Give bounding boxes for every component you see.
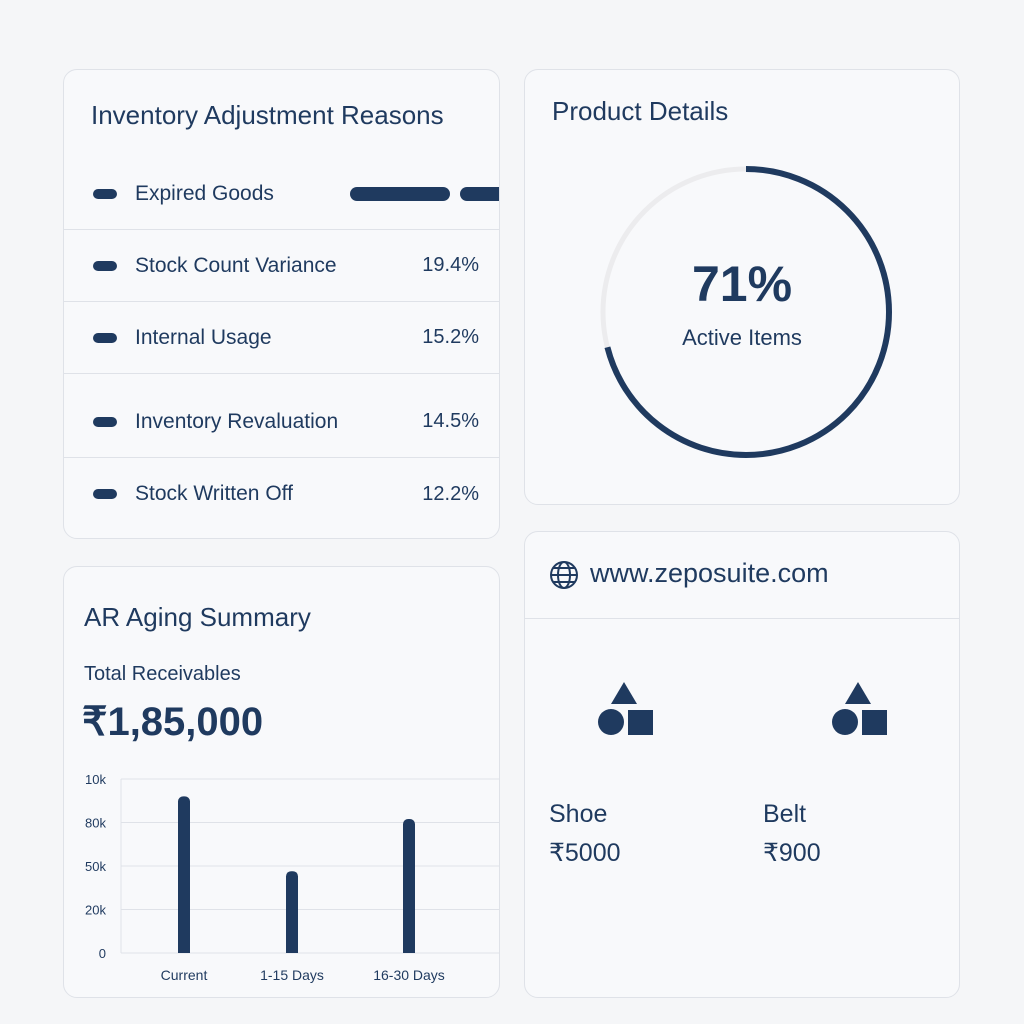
row-value: 15.2% [422,326,479,348]
row-label: Internal Usage [135,325,272,349]
product-details-card: Product Details 71% Active Items [524,69,960,505]
y-tick-label: 0 [99,946,106,961]
progress-bar [350,187,450,201]
total-label: Total Receivables [84,663,241,685]
inventory-adjustment-card: Inventory Adjustment Reasons Expired Goo… [63,69,500,539]
row-label: Stock Count Variance [135,253,337,277]
bar-1 [286,871,298,953]
ar-bar-chart: 0 20k 50k 80k 10k Current 1-15 Days 16-30 Days [85,772,499,983]
ar-aging-card: AR Aging Summary Total Receivables ₹1,85… [63,566,500,998]
store-card: www.zeposuite.com Shoe ₹5000 Belt ₹900 [524,531,960,998]
x-tick-label: 16-30 Days [373,967,445,983]
y-tick-label: 80k [85,816,106,831]
adjustment-row: Stock Written Off 12.2% [64,458,499,530]
y-tick-label: 10k [85,772,106,787]
progress-bar [460,187,499,201]
x-tick-label: Current [161,967,208,983]
donut-chart [600,166,892,458]
product-name[interactable]: Shoe [549,800,608,828]
row-label: Expired Goods [135,181,274,205]
adjustment-row: Inventory Revaluation 14.5% [64,386,499,458]
adjustment-row: Internal Usage 15.2% [64,302,499,374]
row-label: Inventory Revaluation [135,409,339,433]
adjustment-row: Stock Count Variance 19.4% [64,230,499,302]
bar-0 [178,796,190,953]
percent-value: 71% [691,256,793,312]
product-name[interactable]: Belt [763,800,807,828]
card-title: Product Details [552,96,729,126]
legend-swatch [93,489,117,499]
row-value: 12.2% [422,482,479,505]
store-url[interactable]: www.zeposuite.com [590,558,829,588]
legend-swatch [93,332,117,343]
product-shapes-icon [598,682,653,735]
adjustment-row: Expired Goods [64,158,499,230]
globe-icon [550,561,578,589]
total-value: ₹1,85,000 [82,700,264,744]
card-title: AR Aging Summary [84,602,311,632]
donut-progress [600,166,892,458]
row-value: 19.4% [422,254,479,276]
percent-caption: Active Items [682,325,802,350]
y-tick-label: 50k [85,859,106,874]
row-value: 14.5% [422,410,479,432]
legend-swatch [93,188,117,199]
y-tick-label: 20k [85,903,106,918]
x-tick-label: 1-15 Days [260,967,324,983]
row-label: Stock Written Off [135,482,293,505]
product-price: ₹5000 [549,839,621,867]
product-shapes-icon [832,682,887,735]
card-title: Inventory Adjustment Reasons [91,100,444,130]
bar-2 [403,819,415,953]
product-price: ₹900 [763,839,821,867]
legend-swatch [93,416,117,427]
legend-swatch [93,260,117,271]
